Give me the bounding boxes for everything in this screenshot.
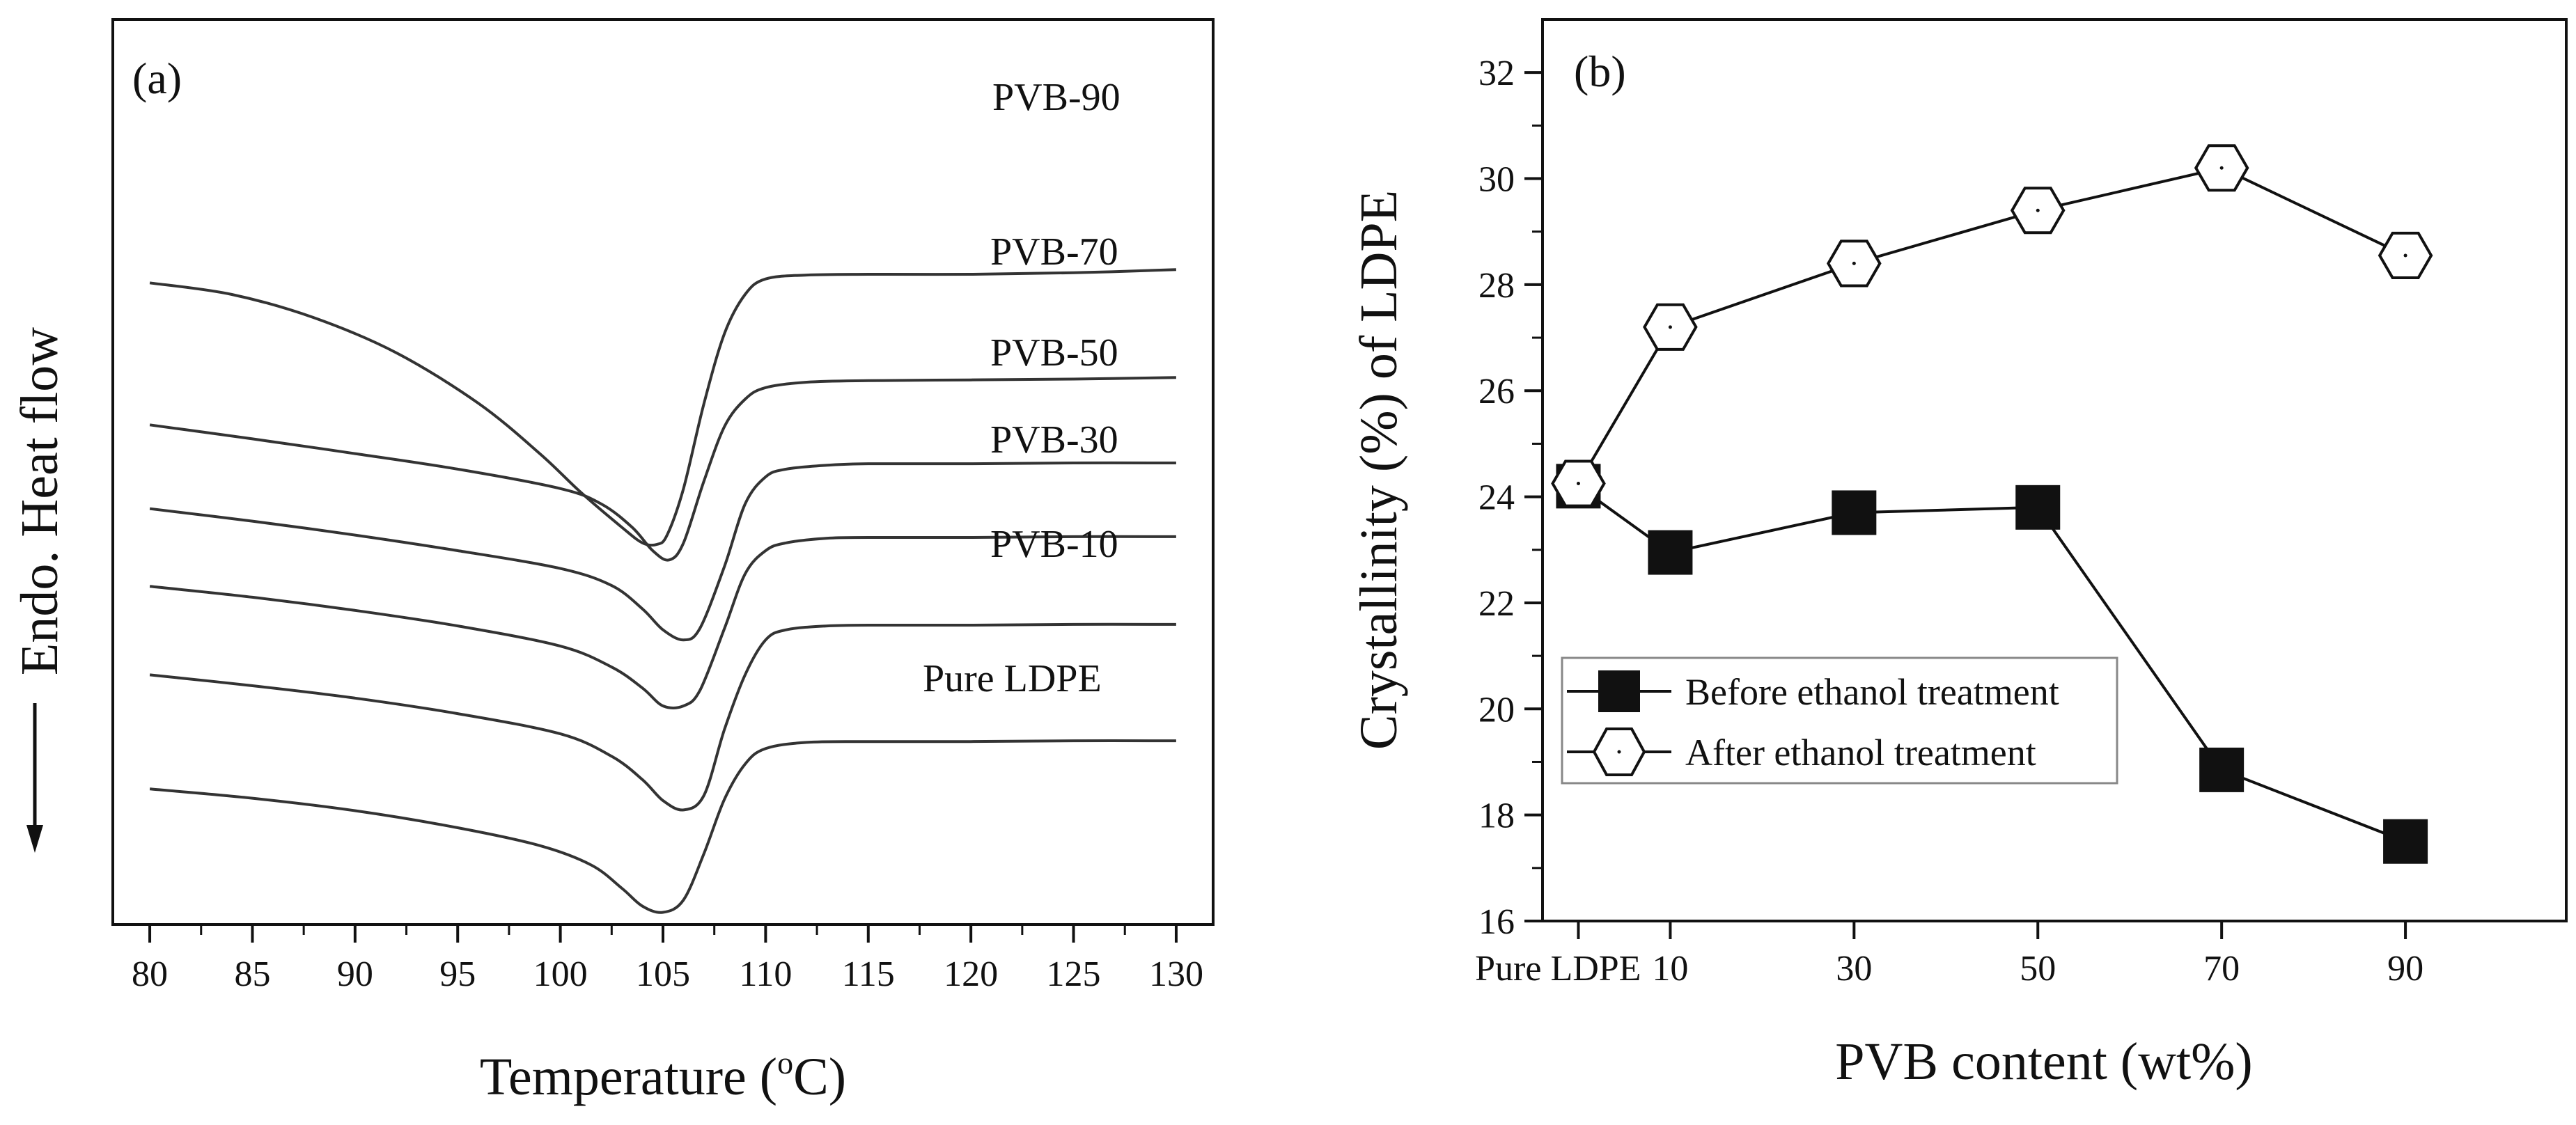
data-point-hexagon-center (1852, 261, 1856, 265)
dsc-curve-pvb-30 (149, 535, 1176, 709)
legend-hexagon-dot (1617, 750, 1621, 754)
dsc-x-tick-label: 80 (132, 954, 168, 994)
crystallinity-x-tick-label: 30 (1836, 949, 1872, 989)
crystallinity-y-tick-label: 22 (1478, 584, 1515, 624)
curve-label-pvb-50: PVB-50 (990, 331, 1118, 375)
dsc-x-axis-title: Temperature (oC) (480, 1045, 846, 1106)
data-point-square (1832, 490, 1877, 535)
dsc-curve-pure-ldpe (149, 739, 1176, 914)
crystallinity-x-tick-label: 50 (2020, 949, 2056, 989)
data-point-square (1648, 530, 1693, 575)
dsc-curve-pvb-50 (149, 461, 1176, 642)
data-point-hexagon-center (1576, 482, 1580, 486)
dsc-curve-pvb-90 (149, 268, 1176, 547)
crystallinity-y-tick-label: 18 (1478, 796, 1515, 836)
crystallinity-y-tick-label: 24 (1478, 478, 1515, 518)
data-point-hexagon-center (1668, 325, 1672, 329)
dsc-x-tick-label: 110 (739, 954, 792, 994)
dsc-x-ticks: 80 85 90 95 100 105 110 115 120 125 130 (132, 925, 1203, 994)
crystallinity-y-tick-label: 16 (1478, 902, 1515, 942)
dsc-x-tick-label: 85 (234, 954, 270, 994)
legend-box (1561, 656, 2118, 785)
crystallinity-series (1551, 144, 2433, 864)
dsc-x-tick-label: 130 (1149, 954, 1203, 994)
curve-label-pure-ldpe: Pure LDPE (923, 657, 1102, 700)
data-point-square (2383, 819, 2428, 864)
crystallinity-x-tick-label: 90 (2387, 949, 2423, 989)
dsc-x-tick-label: 115 (842, 954, 895, 994)
series-line-hexagon (1577, 166, 2406, 485)
crystallinity-x-tick-label: 10 (1652, 949, 1688, 989)
crystallinity-x-tick-label: 70 (2203, 949, 2240, 989)
crystallinity-y-tick-label: 28 (1478, 266, 1515, 306)
dsc-plot-frame (111, 18, 1215, 926)
data-point-square (2015, 485, 2061, 530)
endo-arrow-down-icon (26, 825, 43, 853)
dsc-y-axis-title: Endo. Heat flow (10, 327, 69, 675)
crystallinity-x-tick-label: Pure LDPE (1475, 949, 1641, 989)
data-point-hexagon-center (2403, 253, 2407, 258)
crystallinity-x-axis-title: PVB content (wt%) (1835, 1032, 2252, 1091)
crystallinity-y-tick-label: 30 (1478, 160, 1515, 200)
dsc-x-tick-label: 90 (337, 954, 373, 994)
dsc-curve-pvb-10 (149, 622, 1176, 812)
dsc-curves (149, 268, 1176, 914)
dsc-x-tick-label: 95 (439, 954, 476, 994)
curve-label-pvb-90: PVB-90 (992, 76, 1121, 119)
crystallinity-y-tick-label: 20 (1478, 690, 1515, 730)
dsc-curve-pvb-70 (149, 376, 1176, 562)
crystallinity-plot-frame (1541, 18, 2568, 922)
dsc-x-tick-label: 100 (533, 954, 588, 994)
curve-label-pvb-70: PVB-70 (990, 230, 1118, 274)
legend-label-before: Before ethanol treatment (1685, 671, 2059, 713)
dsc-x-tick-label: 105 (636, 954, 690, 994)
crystallinity-y-tick-label: 26 (1478, 372, 1515, 411)
crystallinity-axis-ticks: 16 18 20 22 24 26 28 30 32 Pure LDPE 10 30 50 70 90 (1475, 54, 2423, 989)
curve-label-pvb-30: PVB-30 (990, 418, 1118, 462)
crystallinity-chart: 16 18 20 22 24 26 28 30 32 Pure LDPE 10 30 50 70 90 (b… (1350, 18, 2568, 1091)
dsc-chart: 80 85 90 95 100 105 110 115 120 125 130 (a) PVB-90… (10, 18, 1215, 1106)
dsc-x-tick-label: 125 (1047, 954, 1101, 994)
dsc-panel-label: (a) (132, 54, 182, 103)
legend: Before ethanol treatment After ethanol t… (1561, 656, 2118, 785)
crystallinity-panel-label: (b) (1574, 47, 1626, 96)
data-point-square (2199, 747, 2245, 792)
dsc-x-tick-label: 120 (944, 954, 998, 994)
data-point-hexagon-center (2219, 166, 2224, 170)
crystallinity-y-axis-title: Crystallinity (%) of LDPE (1350, 190, 1408, 750)
crystallinity-y-tick-label: 32 (1478, 54, 1515, 93)
curve-label-pvb-10: PVB-10 (990, 523, 1118, 566)
data-point-hexagon-center (2036, 208, 2040, 212)
legend-label-after: After ethanol treatment (1685, 732, 2036, 773)
legend-square-marker-icon (1598, 670, 1640, 712)
